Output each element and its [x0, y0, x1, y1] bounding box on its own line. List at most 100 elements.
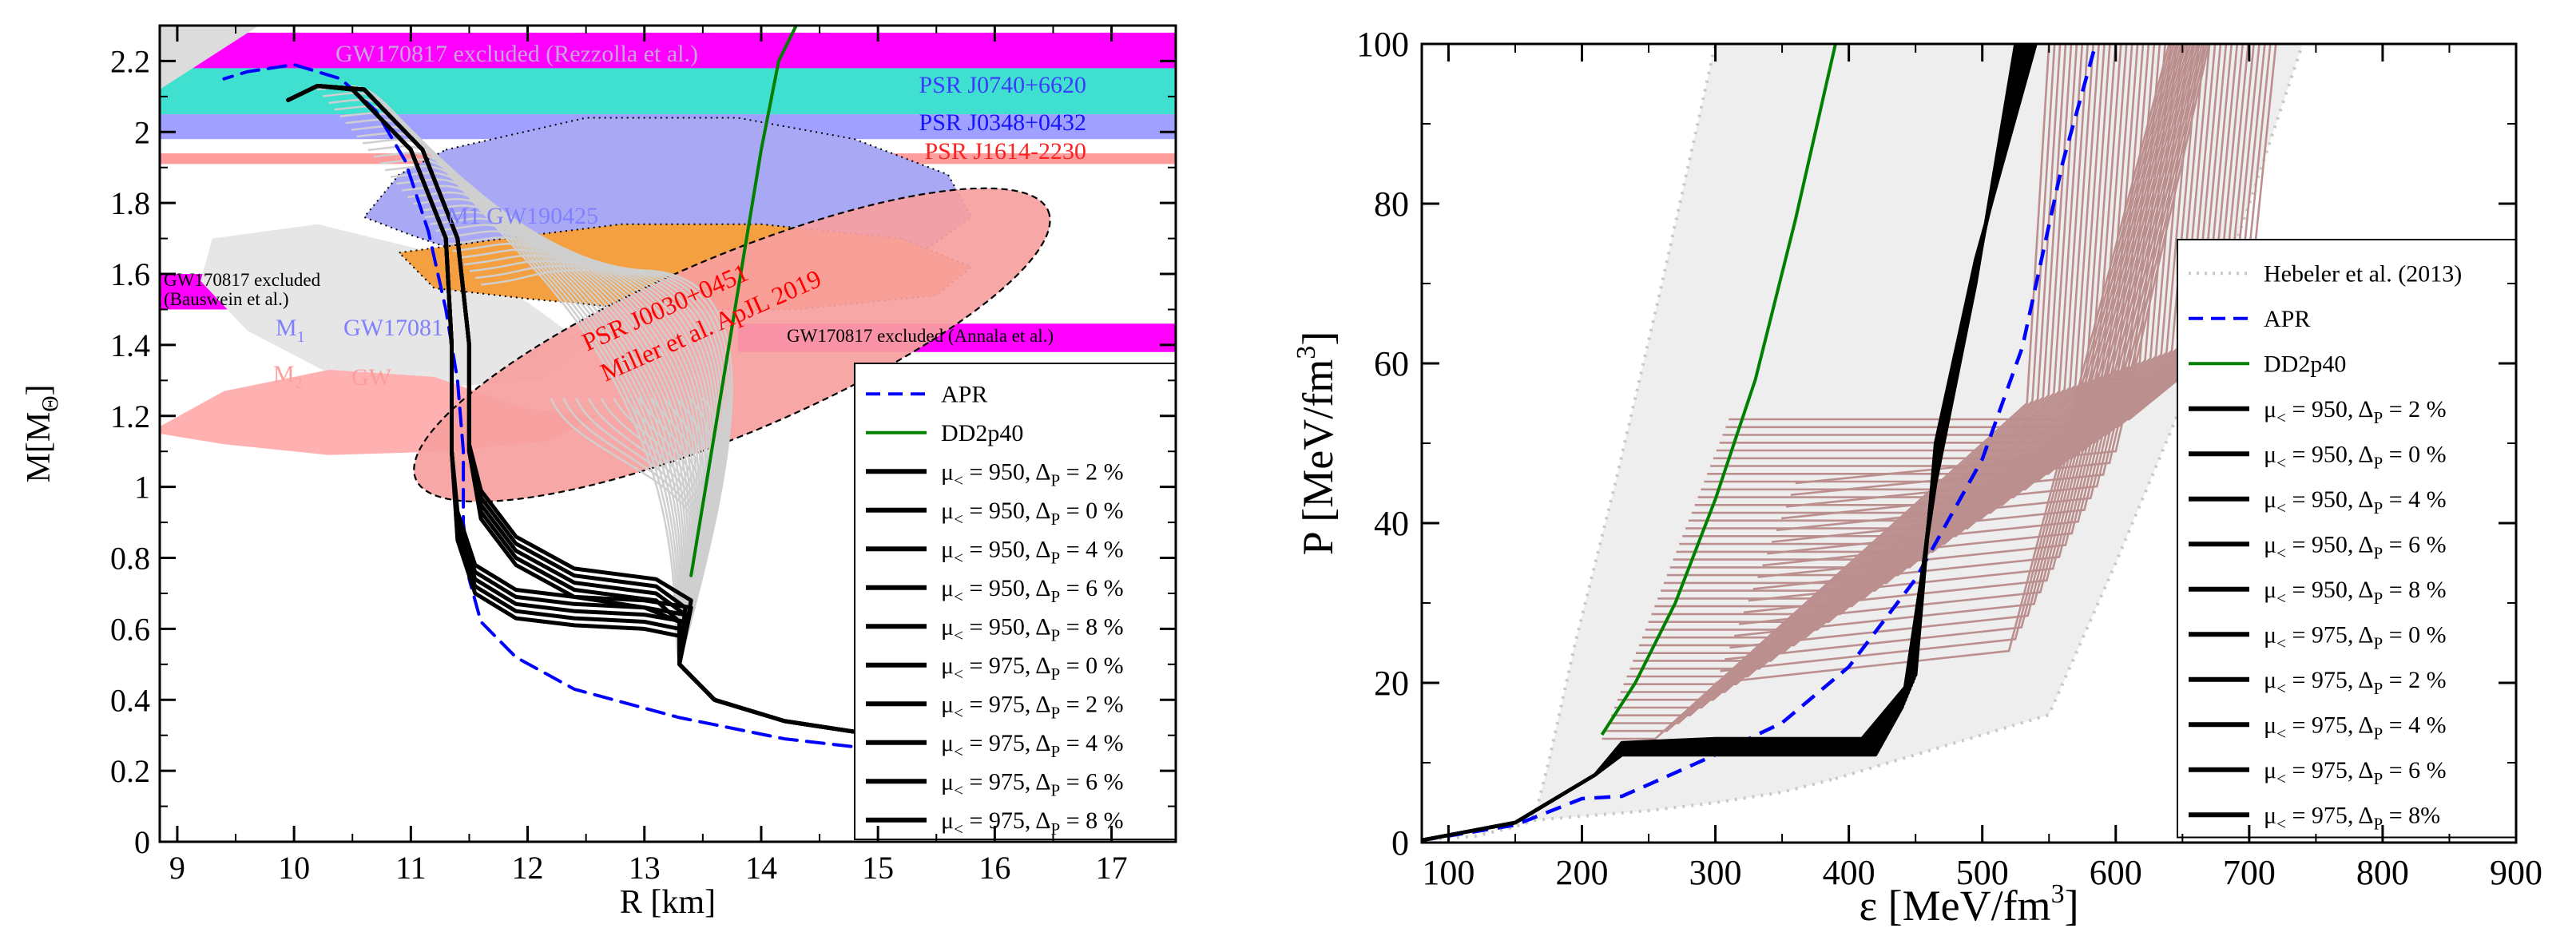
legend-p-sub: P [2374, 769, 2383, 788]
legend-delta-value: = 6 % [2383, 531, 2446, 557]
legend-label: μ< = 975, ΔP = 0 % [941, 652, 1124, 684]
gray-mr-curve [587, 398, 705, 556]
gw170817-m1-region [200, 224, 586, 388]
legend-label: μ< = 950, ΔP = 2 % [2264, 396, 2447, 427]
band-label-j0740: PSR J0740+6620 [919, 72, 1086, 98]
brown-eos-curve [1707, 44, 2239, 475]
y-axis-label: M[MΘ] [21, 385, 63, 483]
brown-eos-curve [1704, 44, 2233, 483]
y-tick-label: 1.8 [110, 185, 150, 221]
legend-mu-value: = 975, Δ [2286, 712, 2374, 738]
legend-mu: μ [2264, 396, 2276, 422]
legend-mu: μ [2264, 802, 2276, 828]
legend-mu-value: = 950, Δ [963, 458, 1051, 485]
legend-mu: μ [941, 652, 954, 679]
legend-lt: < [2276, 814, 2286, 833]
legend-delta-value: = 2 % [1060, 691, 1123, 717]
legend-mu-value: = 950, Δ [963, 613, 1051, 640]
gray-mr-curve [407, 191, 705, 665]
x-tick-label: 9 [169, 850, 185, 886]
legend-mu: μ [2264, 621, 2276, 648]
legend-mu-value: = 950, Δ [2286, 486, 2374, 513]
x-tick-label: 100 [1422, 853, 1475, 892]
y-tick-label: 0 [134, 824, 150, 860]
legend-p-sub: P [2374, 724, 2383, 743]
y-tick-label: 0.4 [110, 682, 150, 718]
legend-delta-value: = 8 % [1060, 807, 1123, 834]
legend-mu: μ [2264, 757, 2276, 783]
psr-j0030-ellipse [413, 187, 1051, 503]
x-tick-label: 800 [2356, 853, 2409, 892]
legend-lt: < [2276, 453, 2286, 472]
legend-mu: μ [2264, 531, 2276, 557]
legend-delta-value: = 6 % [1060, 768, 1123, 795]
apr-curve [222, 62, 880, 752]
legend-label: APR [941, 381, 987, 407]
constraint-regions [160, 26, 1176, 503]
brown-eos-curve [1785, 44, 2206, 508]
brown-eos-curve [1720, 44, 2173, 672]
x-tick-label: 200 [1555, 853, 1608, 892]
brown-eos-curve [1710, 44, 2244, 467]
legend-mu-value: = 975, Δ [2286, 621, 2374, 648]
legend-delta-value: = 0 % [2383, 441, 2446, 467]
legend-p-sub: P [1051, 819, 1061, 839]
brown-eos-curve [1617, 44, 2078, 701]
y-tick-label: 0.2 [110, 753, 150, 789]
legend-label: μ< = 950, ΔP = 6 % [941, 575, 1124, 606]
legend-p-sub: P [2374, 543, 2383, 562]
legend-mu: μ [941, 730, 954, 756]
brown-eos-curve [1722, 44, 2266, 436]
y-tick-label: 80 [1374, 184, 1409, 224]
band-label-j0348: PSR J0348+0432 [919, 109, 1086, 136]
legend-label: μ< = 975, ΔP = 2 % [2264, 667, 2447, 698]
legend-mu: μ [941, 536, 954, 562]
legend-p-sub: P [1051, 703, 1061, 722]
legend-lt: < [954, 780, 963, 799]
legend-lt: < [954, 510, 963, 529]
brown-eos-curve [1626, 44, 2094, 678]
x-tick-label: 16 [978, 850, 1010, 886]
brown-eos-curve [1636, 44, 2111, 654]
legend-delta-value: = 6 % [1060, 575, 1123, 601]
y-tick-label: 2.2 [110, 43, 150, 79]
brown-eos-curve [1719, 44, 2260, 444]
x-tick-label: 13 [629, 850, 661, 886]
brown-eos-curve [1715, 44, 2170, 684]
y-tick-label: 1.4 [110, 327, 150, 363]
mr-curve [286, 84, 880, 738]
right-axes: 100 200 300 400 500 600 700 800 900 0 20 40 60 80 100 [1356, 25, 2542, 892]
legend-label: APR [2264, 306, 2310, 332]
brown-eos-curve [1767, 44, 2197, 555]
x-axis-label-energy: ε [MeV/fm3] [1859, 879, 2078, 930]
gray-mr-curve [575, 398, 705, 559]
legend-lt: < [2276, 633, 2286, 652]
brown-eos-curve [1776, 44, 2201, 532]
legend-label: μ< = 975, ΔP = 0 % [2264, 621, 2447, 652]
legend-delta-value: = 4 % [1060, 536, 1123, 562]
legend-mu: μ [941, 498, 954, 524]
brown-eos-curve [1748, 44, 2187, 602]
legend-mu-value: = 950, Δ [963, 498, 1051, 524]
legend-delta-value: = 4 % [2383, 712, 2446, 738]
legend-lt: < [2276, 589, 2286, 608]
legend-lt: < [954, 548, 963, 567]
legend-p-sub: P [1051, 742, 1061, 761]
annotation-annala: GW170817 excluded (Annala et al.) [787, 326, 1054, 346]
legend-delta-value: = 2 % [2383, 667, 2446, 693]
annotation-m1: M1 [276, 315, 305, 346]
legend-delta-value: = 4 % [2383, 486, 2446, 513]
brown-eos-curve [1743, 44, 2185, 614]
legend-label: μ< = 975, ΔP = 8 % [941, 807, 1124, 839]
legend-label: μ< = 950, ΔP = 4 % [2264, 486, 2447, 518]
left-axes: 9 10 11 12 13 14 15 16 17 0 0.2 0.4 0.6 0.8 1 1.2 1.4 1.6… [110, 26, 1176, 886]
brown-eos-curve [1752, 44, 2189, 590]
legend-p-sub: P [2374, 814, 2383, 833]
legend-p-sub: P [2374, 589, 2383, 608]
legend-lt: < [954, 625, 963, 645]
legend-label: μ< = 975, ΔP = 6 % [941, 768, 1124, 799]
brown-eos-curve [1669, 44, 2172, 569]
annotation-bauswein-2: (Bauswein et al.) [164, 289, 288, 309]
brown-eos-curve [1738, 44, 2182, 625]
